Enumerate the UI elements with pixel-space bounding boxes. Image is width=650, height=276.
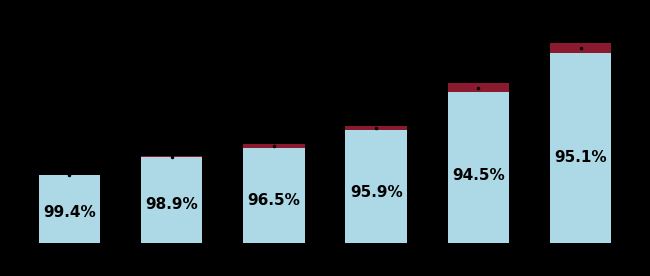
Text: 96.5%: 96.5% [248,193,300,208]
Bar [141,156,202,157]
Bar [243,144,305,148]
Bar [243,148,305,243]
Bar [448,92,509,243]
Text: 98.9%: 98.9% [145,197,198,212]
Text: 94.5%: 94.5% [452,168,505,182]
Bar [38,175,100,243]
Bar [448,83,509,92]
Bar [550,44,612,53]
Bar [141,157,202,243]
Bar [345,126,407,130]
Text: 95.9%: 95.9% [350,185,402,200]
Bar [550,53,612,243]
Text: 99.4%: 99.4% [43,205,96,220]
Text: 95.1%: 95.1% [554,150,607,165]
Bar [345,130,407,243]
